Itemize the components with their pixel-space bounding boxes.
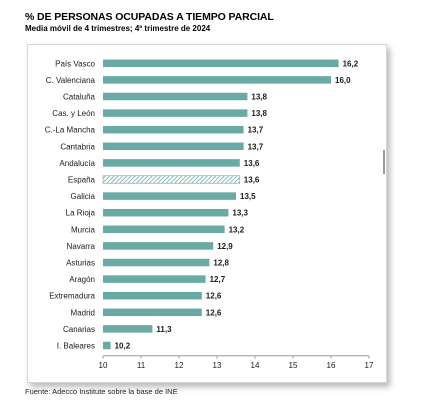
x-tick-label: 12: [175, 361, 184, 370]
category-label: C.-La Mancha: [45, 126, 96, 135]
scroll-indicator: [383, 150, 385, 174]
data-label: 13,2: [229, 225, 245, 234]
data-label: 13,6: [244, 159, 260, 168]
data-label: 13,7: [248, 142, 264, 151]
bar-canarias: [103, 325, 153, 333]
bar-andaluc-a: [103, 159, 240, 167]
data-label: 13,8: [251, 93, 267, 102]
chart-subtitle: Media móvil de 4 trimestres; 4º trimestr…: [25, 24, 211, 33]
bar-madrid: [103, 308, 202, 317]
data-label: 12,9: [217, 242, 233, 251]
source-note: Fuente: Adecco Institute sobre la base d…: [25, 387, 178, 396]
data-label: 13,3: [232, 209, 248, 218]
data-label: 12,8: [213, 259, 229, 268]
category-label: Murcia: [71, 225, 96, 234]
chart-frame: País Vasco 16,2 C. Valenciana 16,0 Cataluña 1…: [27, 44, 387, 383]
bar-extremadura: [103, 291, 202, 300]
data-label: 12,6: [206, 292, 222, 301]
x-tick-label: 14: [251, 361, 260, 370]
data-label: 12,6: [206, 308, 222, 317]
data-label: 12,7: [210, 275, 226, 284]
category-label: Navarra: [67, 242, 96, 251]
bar-cantabria: [103, 142, 244, 151]
data-label: 13,5: [240, 192, 256, 201]
data-label: 13,8: [251, 109, 267, 118]
bar-galicia: [103, 192, 236, 200]
chart-title: % DE PERSONAS OCUPADAS A TIEMPO PARCIAL: [25, 11, 274, 23]
x-tick-label: 13: [213, 361, 222, 370]
bar-catalu-a: [103, 92, 248, 101]
category-label: Madrid: [71, 308, 95, 317]
bar-asturias: [103, 258, 210, 267]
x-tick-label: 16: [327, 361, 336, 370]
category-label: Andalucía: [59, 159, 95, 168]
data-label: 11,3: [156, 325, 172, 334]
category-label: C. Valenciana: [46, 76, 96, 85]
category-label: Asturias: [66, 259, 95, 268]
x-tick-label: 10: [99, 361, 108, 370]
category-label: Cantabria: [60, 142, 95, 151]
bar-cas-y-le-n: [103, 109, 248, 117]
bar-c-la-mancha: [103, 125, 244, 134]
category-label: Cataluña: [63, 93, 96, 102]
category-label: Galicia: [71, 192, 96, 201]
category-label: Extremadura: [49, 292, 95, 301]
data-label: 13,7: [248, 126, 264, 135]
category-label: País Vasco: [55, 59, 95, 68]
bar-espa-a: [102, 175, 241, 184]
bar-chart: País Vasco 16,2 C. Valenciana 16,0 Cataluña 1…: [45, 59, 374, 370]
data-label: 16,0: [335, 76, 351, 85]
x-tick-label: 17: [365, 361, 374, 370]
x-tick-label: 15: [289, 361, 298, 370]
category-label: Cas. y León: [52, 109, 95, 118]
data-label: 16,2: [343, 59, 359, 68]
bar-murcia: [103, 225, 225, 234]
bar-c-valenciana: [103, 76, 331, 84]
category-label: La Rioja: [66, 209, 96, 218]
data-label: 13,6: [244, 176, 260, 185]
x-tick-label: 11: [137, 361, 146, 370]
bar-navarra: [103, 242, 214, 250]
category-label: Aragón: [69, 275, 95, 284]
bar-i-baleares: [103, 341, 111, 350]
category-label: I. Baleares: [57, 342, 95, 351]
category-label: Canarias: [63, 325, 95, 334]
bar-la-rioja: [103, 208, 229, 217]
data-label: 10,2: [115, 342, 131, 351]
bar-arag-n: [103, 275, 206, 283]
bar-pa-s-vasco: [103, 59, 339, 68]
category-label: España: [68, 176, 96, 185]
